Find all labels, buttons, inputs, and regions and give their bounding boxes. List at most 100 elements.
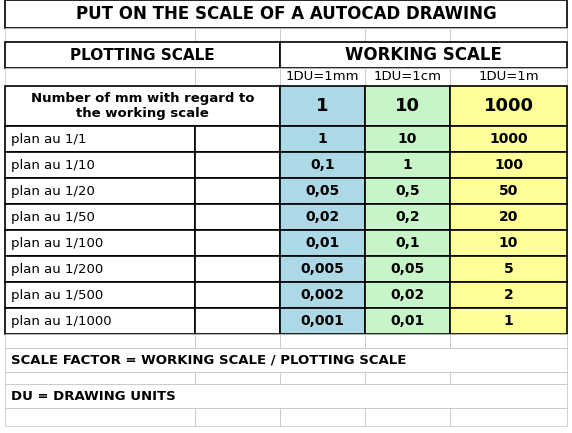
Bar xyxy=(5,42,280,68)
Text: 0,01: 0,01 xyxy=(390,314,424,328)
Bar xyxy=(450,68,567,86)
Text: 0,1: 0,1 xyxy=(395,236,420,250)
Text: 0,2: 0,2 xyxy=(395,210,420,224)
Text: plan au 1/500: plan au 1/500 xyxy=(11,288,104,301)
Bar xyxy=(5,348,567,372)
Bar xyxy=(195,256,280,282)
Text: 0,001: 0,001 xyxy=(300,314,344,328)
Bar xyxy=(195,68,280,86)
Text: 1DU=1m: 1DU=1m xyxy=(478,71,539,84)
Bar xyxy=(5,152,195,178)
Text: 0,002: 0,002 xyxy=(300,288,344,302)
Bar xyxy=(450,282,567,308)
Text: 0,005: 0,005 xyxy=(300,262,344,276)
Bar xyxy=(195,178,280,204)
Bar xyxy=(195,230,280,256)
Bar xyxy=(280,178,365,204)
Bar xyxy=(365,372,450,384)
Text: 0,02: 0,02 xyxy=(305,210,340,224)
Bar xyxy=(450,178,567,204)
Text: plan au 1/10: plan au 1/10 xyxy=(11,158,95,171)
Bar xyxy=(195,308,280,334)
Bar xyxy=(280,256,365,282)
Bar xyxy=(365,28,450,42)
Bar xyxy=(195,204,280,230)
Text: 10: 10 xyxy=(499,236,518,250)
Text: 0,01: 0,01 xyxy=(305,236,340,250)
Bar xyxy=(195,28,280,42)
Bar xyxy=(450,256,567,282)
Text: SCALE FACTOR = WORKING SCALE / PLOTTING SCALE: SCALE FACTOR = WORKING SCALE / PLOTTING … xyxy=(11,353,406,366)
Bar xyxy=(5,230,195,256)
Bar xyxy=(450,126,567,152)
Text: PLOTTING SCALE: PLOTTING SCALE xyxy=(70,48,215,62)
Bar xyxy=(195,126,280,152)
Bar xyxy=(195,152,280,178)
Bar xyxy=(450,204,567,230)
Bar xyxy=(5,0,567,28)
Bar xyxy=(365,204,450,230)
Text: WORKING SCALE: WORKING SCALE xyxy=(345,46,502,64)
Text: 0,02: 0,02 xyxy=(390,288,424,302)
Bar xyxy=(280,86,365,126)
Bar xyxy=(365,334,450,348)
Bar xyxy=(5,372,195,384)
Bar xyxy=(5,68,195,86)
Bar xyxy=(450,230,567,256)
Bar xyxy=(5,384,567,408)
Bar xyxy=(5,256,195,282)
Bar xyxy=(280,230,365,256)
Bar xyxy=(450,308,567,334)
Bar xyxy=(280,152,365,178)
Text: 0,1: 0,1 xyxy=(310,158,335,172)
Bar xyxy=(280,68,365,86)
Bar xyxy=(450,372,567,384)
Bar xyxy=(280,126,365,152)
Bar xyxy=(280,28,365,42)
Text: 50: 50 xyxy=(499,184,518,198)
Text: 0,05: 0,05 xyxy=(390,262,424,276)
Bar xyxy=(280,334,365,348)
Text: 100: 100 xyxy=(494,158,523,172)
Text: plan au 1/20: plan au 1/20 xyxy=(11,184,95,197)
Bar xyxy=(5,86,280,126)
Bar xyxy=(5,204,195,230)
Bar xyxy=(365,230,450,256)
Text: 20: 20 xyxy=(499,210,518,224)
Bar xyxy=(450,28,567,42)
Text: 2: 2 xyxy=(503,288,514,302)
Bar xyxy=(5,126,195,152)
Bar xyxy=(365,126,450,152)
Bar xyxy=(280,204,365,230)
Text: 0,05: 0,05 xyxy=(305,184,340,198)
Bar xyxy=(365,152,450,178)
Bar xyxy=(450,408,567,426)
Text: 1: 1 xyxy=(403,158,412,172)
Bar xyxy=(195,372,280,384)
Bar xyxy=(5,408,195,426)
Bar xyxy=(365,308,450,334)
Text: 10: 10 xyxy=(395,97,420,115)
Text: 1DU=1cm: 1DU=1cm xyxy=(374,71,442,84)
Text: 0,5: 0,5 xyxy=(395,184,420,198)
Bar xyxy=(450,152,567,178)
Bar xyxy=(365,282,450,308)
Text: 10: 10 xyxy=(398,132,417,146)
Bar xyxy=(195,408,280,426)
Text: 1DU=1mm: 1DU=1mm xyxy=(286,71,359,84)
Text: DU = DRAWING UNITS: DU = DRAWING UNITS xyxy=(11,390,176,403)
Bar xyxy=(5,178,195,204)
Bar xyxy=(280,408,365,426)
Bar xyxy=(365,68,450,86)
Text: plan au 1/1: plan au 1/1 xyxy=(11,132,86,145)
Bar xyxy=(5,28,195,42)
Text: 1000: 1000 xyxy=(483,97,534,115)
Bar xyxy=(5,282,195,308)
Text: Number of mm with regard to
the working scale: Number of mm with regard to the working … xyxy=(31,92,254,120)
Bar xyxy=(195,334,280,348)
Bar xyxy=(450,86,567,126)
Text: 1000: 1000 xyxy=(489,132,528,146)
Bar xyxy=(450,334,567,348)
Text: plan au 1/50: plan au 1/50 xyxy=(11,210,95,223)
Bar xyxy=(280,372,365,384)
